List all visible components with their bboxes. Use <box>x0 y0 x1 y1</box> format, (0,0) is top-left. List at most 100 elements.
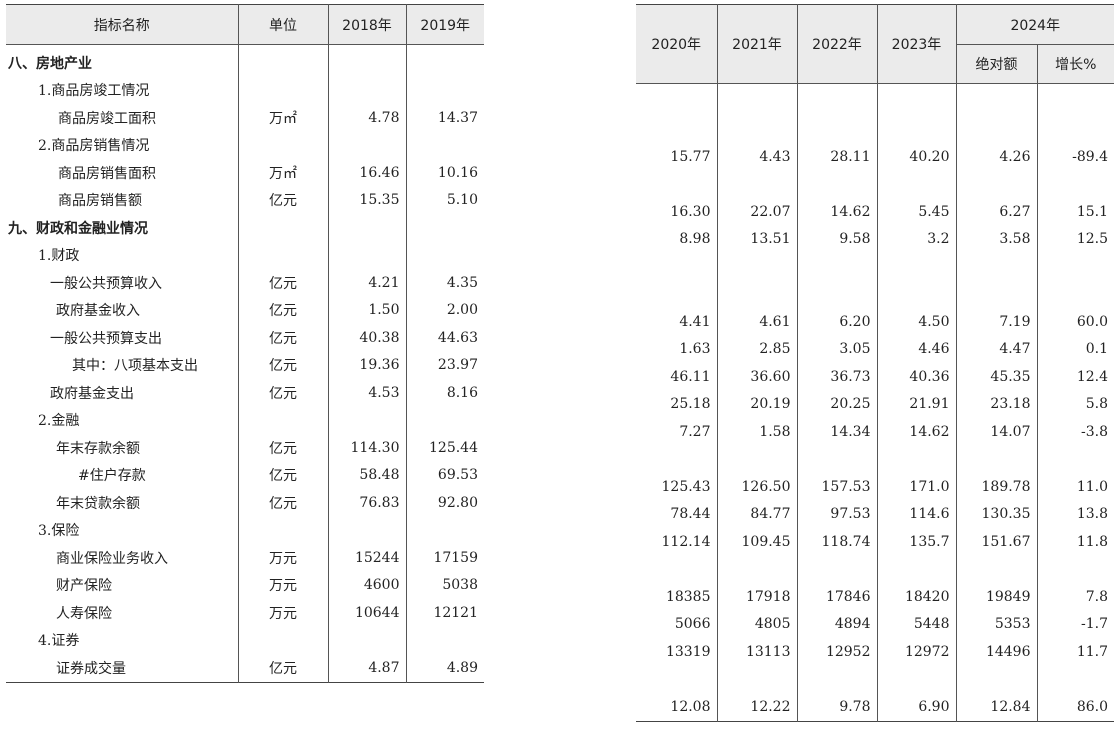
value-2018 <box>327 131 406 159</box>
indicator-name: 政府基金支出 <box>50 385 134 402</box>
value-2018: 10644 <box>327 599 406 627</box>
value-2021: 17918 <box>716 583 797 611</box>
value-2019: 2.00 <box>405 296 484 324</box>
right-table: 2020年 2021年 2022年 2023年 2024年 绝对额 增长% 15… <box>636 4 1115 722</box>
value-2020: 4.41 <box>679 313 711 330</box>
unit-cell: 亿元 <box>237 461 328 489</box>
value-2024-absolute <box>955 115 1037 143</box>
value-2024-growth: 11.8 <box>1036 528 1115 556</box>
right-table-header: 2020年 2021年 2022年 2023年 2024年 绝对额 增长% <box>636 4 1115 84</box>
value-2024-growth <box>1036 170 1115 198</box>
unit-cell <box>237 516 328 544</box>
table-row: 1.财政 <box>6 241 484 269</box>
value-2020 <box>636 171 717 199</box>
value-2024-growth: 11.7 <box>1036 638 1115 666</box>
value-2018: 4600 <box>327 571 406 599</box>
unit-cell: 亿元 <box>237 296 328 324</box>
table-row: 16.30 22.07 14.62 5.45 6.27 15.1 <box>636 198 1115 226</box>
value-2019: 5038 <box>405 571 484 599</box>
value-2018: 4.87 <box>327 654 406 682</box>
value-2018 <box>327 516 406 544</box>
table-row <box>636 83 1115 116</box>
left-table-body: 八、房地产业 1.商品房竣工情况 商品房竣工面积 万㎡ 4.78 14.37 2.商品房销售… <box>6 44 484 682</box>
indicator-name: 政府基金收入 <box>56 303 140 320</box>
value-2021: 4.61 <box>716 308 797 336</box>
value-2021: 12.22 <box>716 693 797 721</box>
value-2024-growth: 0.1 <box>1036 335 1115 363</box>
table-row: 1.商品房竣工情况 <box>6 76 484 104</box>
value-2021: 84.77 <box>716 500 797 528</box>
table-row: 年末贷款余额 亿元 76.83 92.80 <box>6 489 484 517</box>
value-2024-growth <box>1036 253 1115 281</box>
value-2020: 125.43 <box>661 478 711 495</box>
value-2022: 3.05 <box>796 335 877 363</box>
value-2024-growth: 60.0 <box>1036 308 1115 336</box>
table-row: 8.98 13.51 9.58 3.2 3.58 12.5 <box>636 225 1115 253</box>
indicator-name: 一般公共预算支出 <box>50 330 162 347</box>
value-2022 <box>796 280 877 308</box>
indicator-name: 商业保险业务收入 <box>56 550 168 567</box>
value-2024-absolute: 5353 <box>955 610 1037 638</box>
value-2018 <box>327 406 406 434</box>
value-2023 <box>876 83 956 116</box>
value-2020 <box>636 116 717 144</box>
left-table: 指标名称 单位 2018年 2019年 八、房地产业 1.商品房竣工情况 商品房竣工… <box>6 4 484 683</box>
value-2022: 97.53 <box>796 500 877 528</box>
value-2022: 6.20 <box>796 308 877 336</box>
value-2021 <box>716 665 797 693</box>
value-2018: 40.38 <box>327 324 406 352</box>
indicator-name: 商品房竣工面积 <box>58 110 156 127</box>
header-2022: 2022年 <box>796 4 877 84</box>
table-row: 112.14 109.45 118.74 135.7 151.67 11.8 <box>636 528 1115 556</box>
value-2020: 15.77 <box>670 148 711 165</box>
value-2019 <box>405 406 484 434</box>
value-2022: 14.34 <box>796 418 877 446</box>
unit-cell: 亿元 <box>237 489 328 517</box>
unit-cell <box>237 241 328 269</box>
unit-cell: 亿元 <box>237 186 328 214</box>
value-2019: 23.97 <box>405 351 484 379</box>
value-2024-growth <box>1036 665 1115 693</box>
value-2019: 8.16 <box>405 379 484 407</box>
indicator-name: 年末贷款余额 <box>56 495 140 512</box>
value-2020 <box>636 446 717 474</box>
value-2019 <box>405 131 484 159</box>
value-2023: 171.0 <box>876 473 956 501</box>
value-2020 <box>636 556 717 584</box>
indicator-name: 商品房销售额 <box>58 193 142 210</box>
value-2024-growth <box>1036 280 1115 308</box>
value-2024-absolute: 151.67 <box>955 528 1037 556</box>
unit-cell: 亿元 <box>237 351 328 379</box>
value-2021 <box>716 253 797 281</box>
table-row: 15.77 4.43 28.11 40.20 4.26 -89.4 <box>636 143 1115 171</box>
indicator-name: 证券成交量 <box>56 660 126 677</box>
value-2024-growth: 5.8 <box>1036 390 1115 418</box>
value-2023 <box>876 665 956 693</box>
header-absolute: 绝对额 <box>955 44 1037 84</box>
value-2021 <box>716 115 797 143</box>
value-2024-absolute: 23.18 <box>955 390 1037 418</box>
unit-cell <box>237 44 328 77</box>
value-2020: 5066 <box>674 616 711 633</box>
table-row: 八、房地产业 <box>6 44 484 77</box>
value-2019: 92.80 <box>405 489 484 517</box>
unit-cell <box>237 76 328 104</box>
value-2023: 3.2 <box>876 225 956 253</box>
value-2022 <box>796 170 877 198</box>
value-2024-absolute: 4.47 <box>955 335 1037 363</box>
value-2021 <box>716 555 797 583</box>
value-2021 <box>716 83 797 116</box>
indicator-name: 财产保险 <box>56 578 112 595</box>
indicator-name: 3.保险 <box>38 523 80 540</box>
value-2024-growth <box>1036 83 1115 116</box>
table-row: 商品房销售面积 万㎡ 16.46 10.16 <box>6 159 484 187</box>
value-2018: 19.36 <box>327 351 406 379</box>
value-2021: 36.60 <box>716 363 797 391</box>
value-2018 <box>327 626 406 654</box>
value-2018 <box>327 44 406 77</box>
table-row: 人寿保险 万元 10644 12121 <box>6 599 484 627</box>
value-2021: 2.85 <box>716 335 797 363</box>
value-2018: 114.30 <box>327 434 406 462</box>
value-2023: 5.45 <box>876 198 956 226</box>
value-2018: 58.48 <box>327 461 406 489</box>
